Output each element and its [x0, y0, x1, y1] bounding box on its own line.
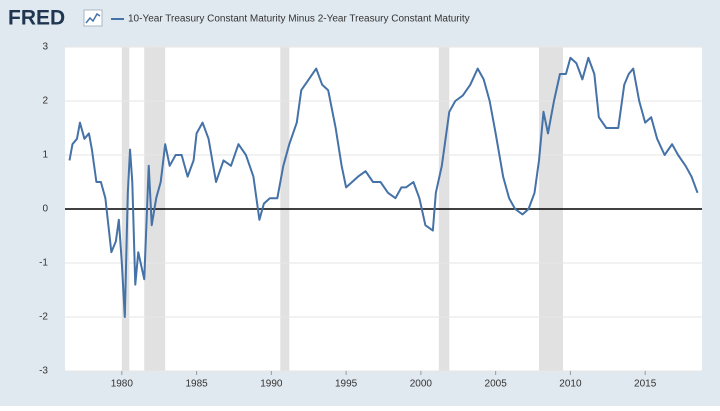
- logo-icon: [83, 9, 103, 27]
- legend-label: 10-Year Treasury Constant Maturity Minus…: [128, 14, 470, 25]
- y-tick-label: 0: [42, 204, 48, 215]
- x-tick-label: 2000: [410, 379, 433, 390]
- x-tick-label: 2005: [485, 379, 508, 390]
- x-tick-label: 1995: [335, 379, 358, 390]
- y-tick-label: 3: [42, 42, 48, 53]
- data-line: [68, 56, 699, 318]
- x-tick-label: 1985: [185, 379, 208, 390]
- logo: FRED: [8, 7, 65, 30]
- y-tick-label: -1: [39, 258, 48, 269]
- x-tick-label: 1980: [111, 379, 134, 390]
- y-tick-label: -3: [39, 366, 48, 377]
- x-tick-label: 2010: [559, 379, 582, 390]
- x-tick-label: 2015: [634, 379, 657, 390]
- x-tick-label: 1990: [260, 379, 283, 390]
- y-tick-label: 1: [42, 150, 48, 161]
- y-tick-label: -2: [39, 312, 48, 323]
- y-tick-label: 2: [42, 96, 48, 107]
